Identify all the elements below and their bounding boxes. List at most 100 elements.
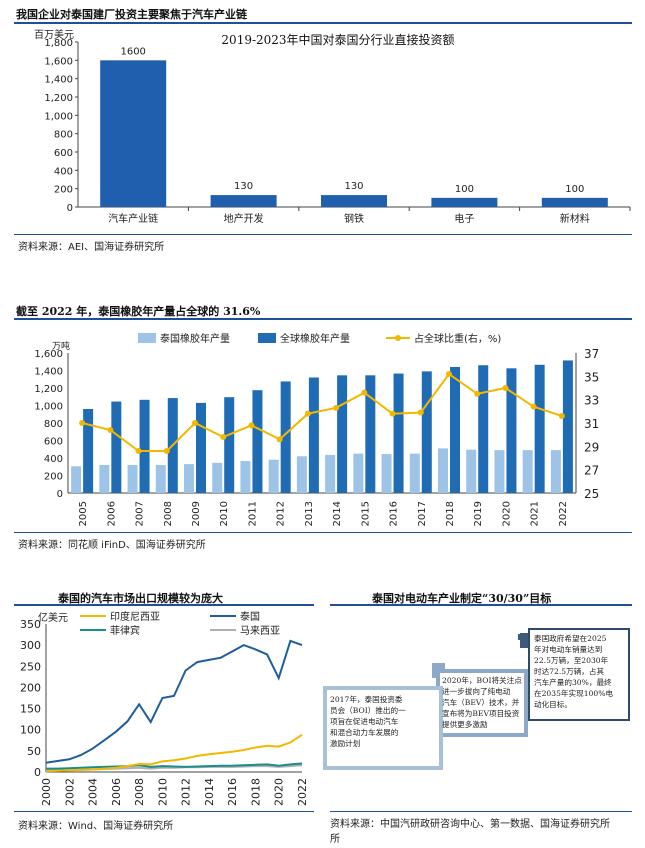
chart2-ytick-left-label: 400 — [44, 454, 63, 465]
section2-rule — [14, 318, 632, 320]
box-3-text: 泰国政府希望在2025 年对电动车销量达到 22.5万辆，至2030年 时达72… — [534, 634, 614, 709]
chart2-xtick-label: 2006 — [106, 501, 117, 526]
chart1-category-label: 地产开发 — [224, 212, 264, 225]
chart2-bar-thailand — [438, 448, 448, 493]
chart1-category-label: 钢铁 — [344, 212, 364, 225]
section3-source: 资料来源：Wind、国海证券研究所 — [18, 821, 174, 832]
chart1-ytick-label: 200 — [54, 185, 73, 196]
chart2-bar-thailand — [494, 450, 505, 493]
chart3-ytick-label: 350 — [20, 618, 41, 631]
chart3-ytick-label: 150 — [20, 703, 41, 716]
chart1-bar — [210, 195, 277, 207]
chart2-line-point — [333, 404, 340, 411]
chart3-legend-label: 马来西亚 — [240, 625, 280, 637]
chart2-bar-thailand — [99, 465, 110, 493]
chart2-line-point — [163, 448, 170, 454]
chart1-ytick-label: 400 — [54, 166, 73, 177]
chart2-xtick-label: 2012 — [276, 501, 287, 526]
chart1-bar — [100, 60, 167, 208]
chart2-bar-global — [393, 373, 404, 493]
chart2-ytick-left-label: 1,200 — [34, 384, 63, 395]
chart1-ytick-label: 1,600 — [44, 56, 73, 67]
chart2-bar-thailand — [325, 454, 336, 493]
chart2-line-point — [248, 422, 255, 429]
chart3-line-series — [46, 762, 303, 770]
chart2-legend-label: 全球橡胶年产量 — [280, 332, 350, 345]
chart3-xtick-label: 2006 — [110, 778, 123, 806]
chart2-rubber-production-chart: 泰国橡胶年产量 全球橡胶年产量 占全球比重(右，%) 万吨 0 200 400 600 800 1… — [34, 332, 599, 526]
box-2-text: 2020年，BOI将关注点 进一步拔向了纯电动 汽车（BEV）技术，并 宣布将为… — [442, 676, 522, 729]
section3-title: 泰国的汽车市场出口规模较为庞大 — [58, 592, 223, 605]
chart1-ytick-label: 1,800 — [44, 38, 73, 49]
chart2-ytick-right-label: 29 — [584, 440, 599, 454]
chart2-ytick-left-label: 800 — [44, 419, 63, 430]
chart2-xtick-label: 2022 — [558, 501, 569, 526]
chart1-bar — [321, 195, 387, 207]
chart2-bar-global — [421, 371, 432, 493]
chart3-legend-label: 印度尼西亚 — [110, 610, 160, 623]
chart2-ytick-right-label: 35 — [584, 370, 599, 384]
chart1-category-label: 电子 — [454, 212, 474, 225]
chart2-bar-thailand — [184, 464, 194, 493]
chart3-xtick-label: 2018 — [249, 778, 262, 806]
chart2-bar-thailand — [353, 453, 364, 493]
chart2-xtick-label: 2021 — [530, 501, 541, 526]
section4-rule — [330, 604, 632, 606]
chart2-bar-thailand — [71, 466, 82, 493]
chart3-legend-label: 菲律宾 — [110, 624, 140, 637]
chart1-ytick-label: 1,000 — [44, 111, 73, 122]
chart1-ytick-label: 1,200 — [44, 93, 73, 104]
section1-rule — [14, 22, 632, 24]
chart2-ytick-right-label: 25 — [584, 487, 599, 501]
box-1-border — [323, 686, 443, 770]
chart2-bar-thailand — [381, 454, 392, 493]
chart2-bar-global — [506, 368, 517, 493]
chart2-xtick-label: 2007 — [135, 501, 146, 526]
chart2-xtick-label: 2008 — [163, 501, 174, 526]
section1-title: 我国企业对泰国建厂投资主要聚焦于汽车产业链 — [16, 8, 247, 21]
chart3-ytick-label: 300 — [20, 639, 41, 652]
section3-source-rule — [14, 811, 314, 812]
chart2-ytick-right-label: 33 — [584, 394, 599, 408]
chart2-bar-global — [478, 365, 489, 493]
chart3-xtick-label: 2014 — [203, 778, 216, 806]
chart2-ytick-left-label: 1,400 — [34, 367, 63, 378]
chart2-ytick-left-label: 0 — [57, 489, 63, 500]
chart2-ytick-left-label: 1,000 — [34, 402, 63, 413]
chart2-legend-label: 泰国橡胶年产量 — [160, 332, 230, 345]
chart3-ytick-label: 200 — [20, 681, 41, 694]
chart2-xtick-label: 2013 — [304, 501, 315, 526]
chart2-xtick-label: 2010 — [219, 501, 230, 526]
chart3-ytick-label: 0 — [34, 766, 41, 779]
chart2-ytick-right-label: 37 — [584, 347, 599, 361]
chart2-line-point — [558, 413, 565, 419]
chart2-line-point — [304, 410, 311, 417]
chart1-ytick-label: 0 — [67, 203, 73, 214]
section4-source-rule — [330, 811, 632, 812]
chart1-data-label: 130 — [344, 181, 363, 192]
chart2-line-point — [107, 427, 114, 433]
chart3-ytick-label: 50 — [27, 745, 41, 758]
chart2-bar-global — [83, 409, 94, 493]
chart3-line-series — [45, 639, 303, 764]
chart2-bar-global — [562, 360, 573, 493]
chart2-bar-global — [252, 390, 263, 493]
chart2-bar-global — [139, 399, 150, 493]
chart1-title: 2019-2023年中国对泰国分行业直接投资额 — [221, 32, 454, 47]
chart1-ytick-label: 800 — [54, 130, 73, 141]
chart3-legend-label: 泰国 — [240, 610, 260, 623]
chart2-bar-global — [280, 381, 291, 493]
section2-title: 截至 2022 年，泰国橡胶年产量占全球的 31.6% — [16, 305, 261, 318]
chart3-xtick-label: 2016 — [226, 778, 239, 806]
chart2-line-point — [389, 410, 396, 417]
chart2-line-point — [135, 448, 142, 454]
section1-source-rule — [14, 234, 632, 235]
chart2-xtick-label: 2019 — [473, 501, 484, 526]
chart2-legend-swatch — [138, 333, 156, 343]
chart2-bar-thailand — [127, 465, 138, 493]
chart2-bar-thailand — [550, 450, 561, 493]
chart2-xtick-label: 2020 — [501, 501, 512, 526]
chart2-bar-global — [111, 401, 122, 493]
chart1-category-label: 新材料 — [560, 212, 590, 225]
